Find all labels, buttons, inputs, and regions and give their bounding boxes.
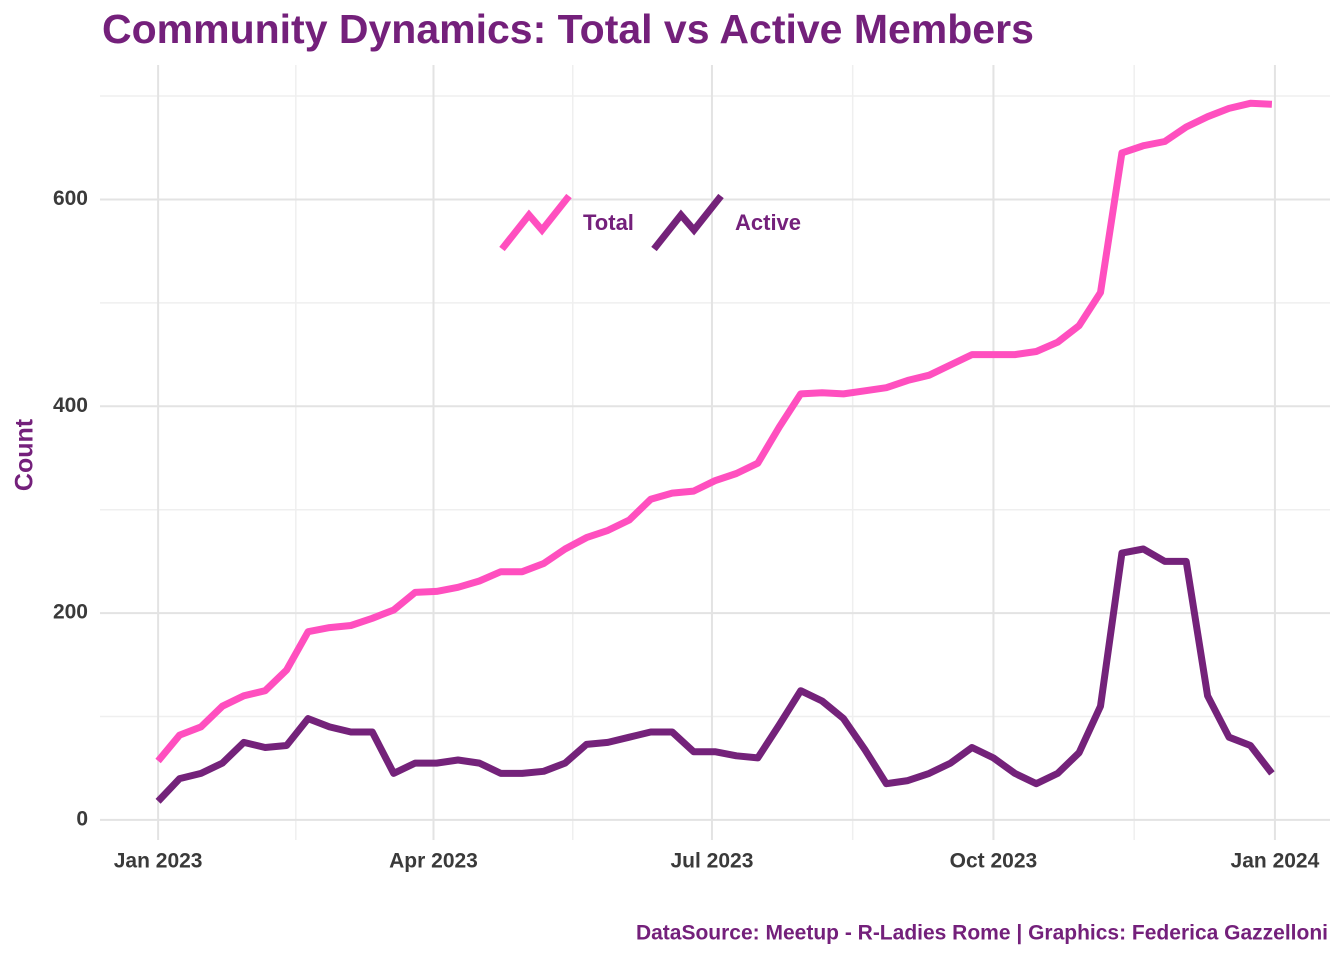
grid bbox=[100, 65, 1330, 840]
legend-label: Active bbox=[735, 210, 801, 235]
y-tick-label: 0 bbox=[76, 807, 88, 830]
y-tick-label: 600 bbox=[53, 187, 88, 210]
line bbox=[155, 99, 1273, 764]
chart-title: Community Dynamics: Total vs Active Memb… bbox=[102, 6, 1034, 52]
legend-key bbox=[499, 193, 572, 252]
x-tick-label: Apr 2023 bbox=[389, 850, 478, 873]
legend-key bbox=[651, 193, 724, 252]
legend-label: Total bbox=[583, 210, 634, 235]
line bbox=[155, 545, 1275, 804]
y-tick-label: 200 bbox=[53, 601, 88, 624]
x-tick-label: Oct 2023 bbox=[950, 850, 1038, 873]
caption: DataSource: Meetup - R-Ladies Rome | Gra… bbox=[636, 922, 1328, 945]
y-axis-label: Count bbox=[11, 418, 39, 491]
x-tick-label: Jan 2024 bbox=[1231, 850, 1320, 873]
y-tick-label: 400 bbox=[53, 394, 88, 417]
x-tick-label: Jul 2023 bbox=[670, 850, 753, 873]
x-tick-label: Jan 2023 bbox=[114, 850, 203, 873]
